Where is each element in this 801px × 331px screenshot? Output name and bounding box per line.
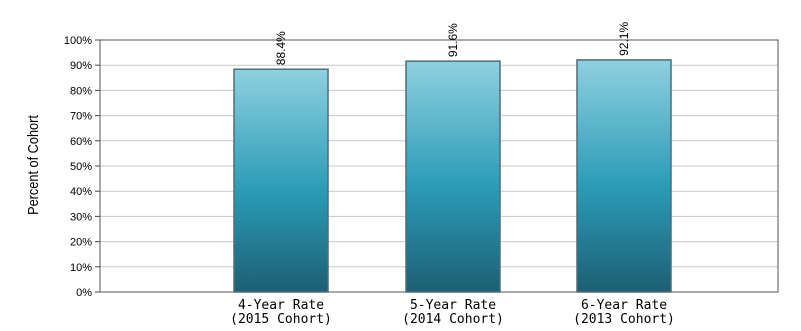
bar [576,59,672,293]
bar [233,68,329,293]
y-tick-label: 40% [70,186,92,198]
x-tick-label: (2014 Cohort) [402,312,504,327]
y-tick-label: 50% [70,161,92,173]
y-tick-label: 30% [70,211,92,223]
y-axis-title: Percent of Cohort [24,115,41,215]
y-tick-label: 70% [70,111,92,123]
y-tick-label: 0% [76,287,92,299]
x-tick-label: (2015 Cohort) [230,312,332,327]
y-tick-label: 100% [64,35,92,47]
y-tick-label: 80% [70,85,92,97]
y-tick-label: 10% [70,262,92,274]
bars [233,59,672,293]
x-tick-label: (2013 Cohort) [573,312,675,327]
y-tick-label: 20% [70,237,92,249]
x-tick-label: 5-Year Rate [410,298,496,313]
y-tick-label: 60% [70,136,92,148]
bar [405,60,501,293]
y-tick-label: 90% [70,60,92,72]
labels: 0% 10% 20% 30% 40% 50% 60% 70% 80% 90% 100% 88.4% 4-… [64,22,675,327]
x-tick-label: 6-Year Rate [581,298,667,313]
data-label: 91.6% [446,23,460,57]
x-tick-label: 4-Year Rate [238,298,324,313]
data-label: 88.4% [274,31,288,65]
data-label: 92.1% [617,22,631,56]
